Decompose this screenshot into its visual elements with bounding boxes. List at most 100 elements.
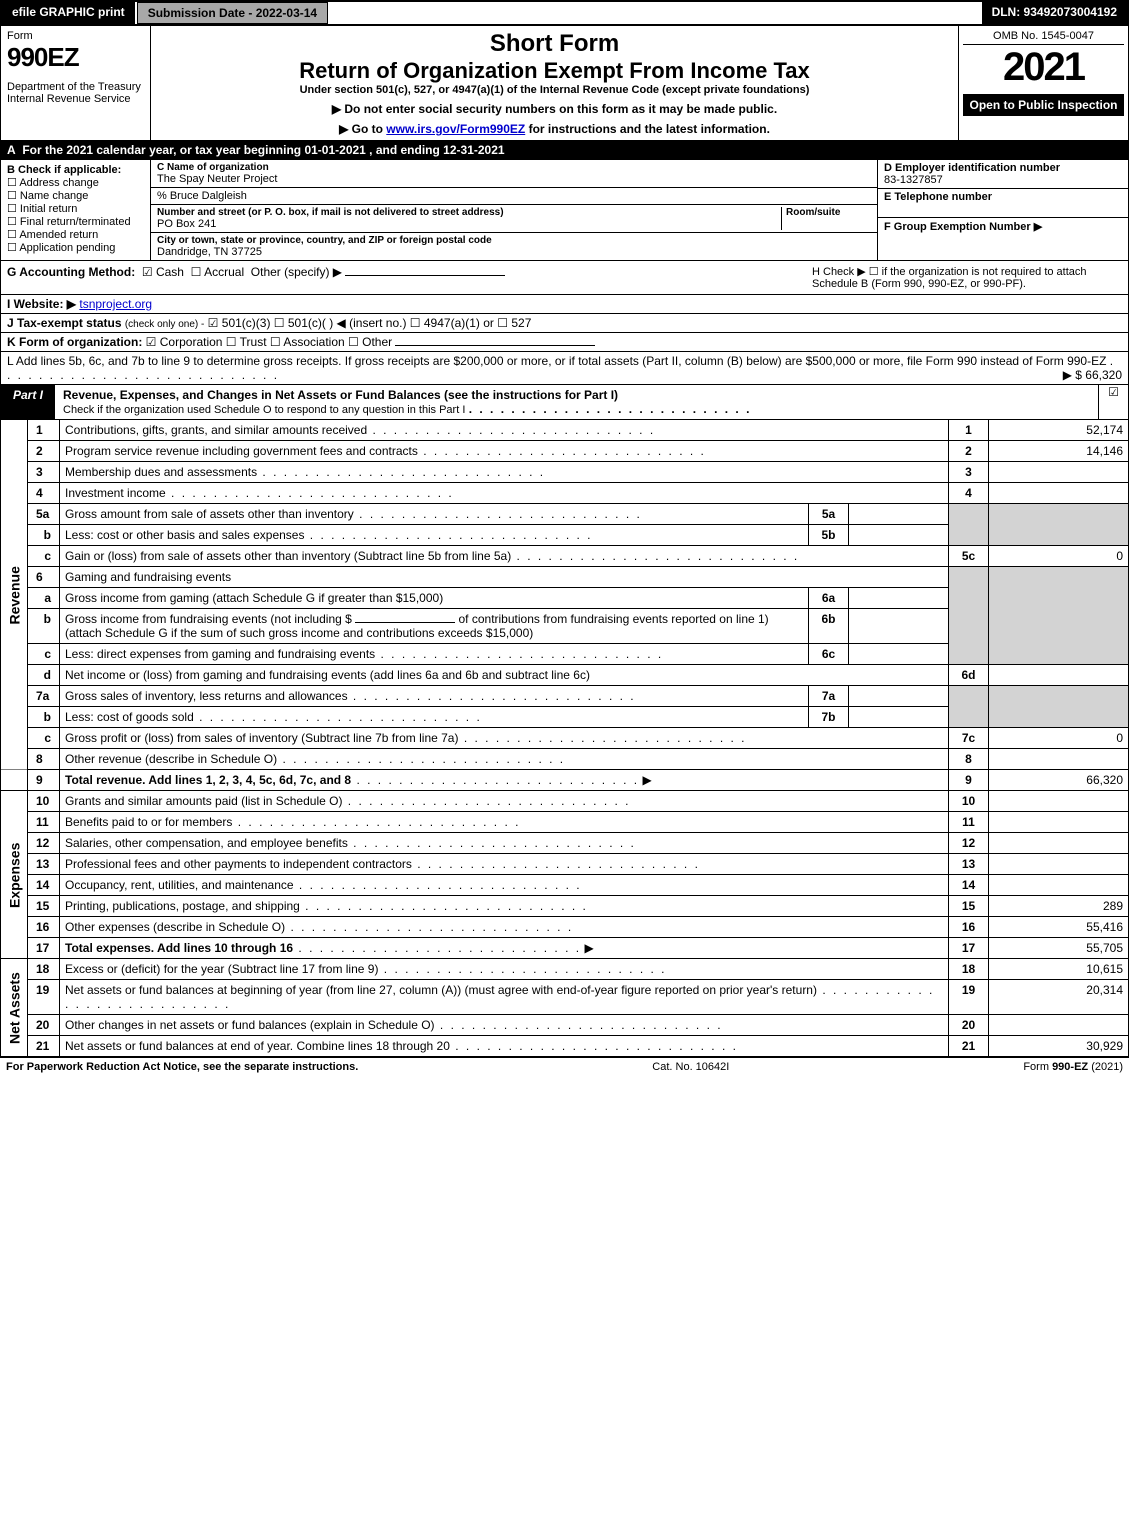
box-e: E Telephone number bbox=[878, 189, 1128, 218]
ssn-warning: ▶ Do not enter social security numbers o… bbox=[157, 102, 952, 116]
line-6-desc: Gaming and fundraising events bbox=[60, 567, 949, 588]
line-14-value bbox=[989, 875, 1129, 896]
line-14-rnum: 14 bbox=[949, 875, 989, 896]
dots bbox=[469, 402, 752, 416]
line-5b-inbox: 5b bbox=[809, 525, 849, 546]
shade bbox=[989, 504, 1129, 546]
chk-address-change[interactable]: Address change bbox=[7, 176, 144, 189]
dln-label: DLN: 93492073004192 bbox=[982, 2, 1127, 24]
part-1-header: Part I Revenue, Expenses, and Changes in… bbox=[0, 385, 1129, 420]
line-5b-inval bbox=[849, 525, 949, 546]
line-7a-num: 7a bbox=[28, 686, 60, 707]
efile-print-button[interactable]: efile GRAPHIC print bbox=[2, 2, 137, 24]
form-org-other-input[interactable] bbox=[395, 345, 595, 346]
line-7c-rnum: 7c bbox=[949, 728, 989, 749]
line-10-num: 10 bbox=[28, 791, 60, 812]
tax-year: 2021 bbox=[963, 45, 1124, 90]
line-7c-num: c bbox=[28, 728, 60, 749]
line-7c-desc: Gross profit or (loss) from sales of inv… bbox=[60, 728, 949, 749]
line-8-desc: Other revenue (describe in Schedule O) bbox=[60, 749, 949, 770]
chk-initial-return[interactable]: Initial return bbox=[7, 202, 144, 215]
line-7b-inval bbox=[849, 707, 949, 728]
line-11-desc: Benefits paid to or for members bbox=[60, 812, 949, 833]
line-14-num: 14 bbox=[28, 875, 60, 896]
line-15-rnum: 15 bbox=[949, 896, 989, 917]
line-5a-inval bbox=[849, 504, 949, 525]
box-i: I Website: ▶ tsnproject.org bbox=[0, 295, 1129, 314]
line-a-text: For the 2021 calendar year, or tax year … bbox=[22, 143, 504, 157]
part-1-tab: Part I bbox=[1, 385, 55, 419]
website-label: I Website: ▶ bbox=[7, 297, 76, 311]
org-name: The Spay Neuter Project bbox=[157, 173, 871, 185]
box-c: C Name of organization The Spay Neuter P… bbox=[151, 160, 878, 260]
shade bbox=[989, 686, 1129, 728]
website-link[interactable]: tsnproject.org bbox=[79, 297, 152, 311]
chk-final-return[interactable]: Final return/terminated bbox=[7, 215, 144, 228]
chk-application-pending[interactable]: Application pending bbox=[7, 241, 144, 254]
line-7c-value: 0 bbox=[989, 728, 1129, 749]
line-9-rnum: 9 bbox=[949, 770, 989, 791]
irs-label: Internal Revenue Service bbox=[7, 93, 144, 105]
line-14-desc: Occupancy, rent, utilities, and maintena… bbox=[60, 875, 949, 896]
line-18-desc: Excess or (deficit) for the year (Subtra… bbox=[60, 959, 949, 980]
form-header: Form 990EZ Department of the Treasury In… bbox=[0, 26, 1129, 141]
line-6a-inval bbox=[849, 588, 949, 609]
box-g-h: G Accounting Method: Cash Accrual Other … bbox=[0, 261, 1129, 295]
line-11-num: 11 bbox=[28, 812, 60, 833]
irs-link[interactable]: www.irs.gov/Form990EZ bbox=[386, 122, 525, 136]
box-j: J Tax-exempt status (check only one) - ☑… bbox=[0, 314, 1129, 333]
line-21-num: 21 bbox=[28, 1036, 60, 1057]
box-d: D Employer identification number 83-1327… bbox=[878, 160, 1128, 189]
other-specify-input[interactable] bbox=[345, 275, 505, 276]
box-l-amount: ▶ $ 66,320 bbox=[1063, 368, 1122, 382]
line-3-desc: Membership dues and assessments bbox=[60, 462, 949, 483]
shade bbox=[949, 567, 989, 665]
netassets-section-label: Net Assets bbox=[1, 959, 28, 1057]
line-15-desc: Printing, publications, postage, and shi… bbox=[60, 896, 949, 917]
line-9-desc: Total revenue. Add lines 1, 2, 3, 4, 5c,… bbox=[60, 770, 949, 791]
city: Dandridge, TN 37725 bbox=[157, 246, 871, 258]
line-6b-inbox: 6b bbox=[809, 609, 849, 644]
line-2-num: 2 bbox=[28, 441, 60, 462]
part-1-checkbox[interactable]: ☑ bbox=[1098, 385, 1128, 419]
dept-label: Department of the Treasury bbox=[7, 81, 144, 93]
tax-exempt-options[interactable]: ☑ 501(c)(3) ☐ 501(c)( ) ◀ (insert no.) ☐… bbox=[208, 316, 532, 330]
box-g: G Accounting Method: Cash Accrual Other … bbox=[7, 265, 505, 290]
ein-value: 83-1327857 bbox=[884, 174, 943, 186]
line-17-value: 55,705 bbox=[989, 938, 1129, 959]
box-f: F Group Exemption Number ▶ bbox=[878, 218, 1128, 235]
line-17-rnum: 17 bbox=[949, 938, 989, 959]
line-9-value: 66,320 bbox=[989, 770, 1129, 791]
box-k: K Form of organization: ☑ Corporation ☐ … bbox=[0, 333, 1129, 352]
form-org-options[interactable]: ☑ Corporation ☐ Trust ☐ Association ☐ Ot… bbox=[146, 335, 392, 349]
chk-amended-return[interactable]: Amended return bbox=[7, 228, 144, 241]
chk-name-change[interactable]: Name change bbox=[7, 189, 144, 202]
page-footer: For Paperwork Reduction Act Notice, see … bbox=[0, 1057, 1129, 1076]
line-5b-num: b bbox=[28, 525, 60, 546]
revenue-section-label: Revenue bbox=[1, 420, 28, 770]
line-6b-num: b bbox=[28, 609, 60, 644]
org-name-label: C Name of organization bbox=[157, 162, 871, 173]
part-1-sub: Check if the organization used Schedule … bbox=[63, 404, 465, 416]
line-7b-num: b bbox=[28, 707, 60, 728]
line-7a-inbox: 7a bbox=[809, 686, 849, 707]
line-4-num: 4 bbox=[28, 483, 60, 504]
lines-table: Revenue 1 Contributions, gifts, grants, … bbox=[0, 420, 1129, 1057]
line-21-desc: Net assets or fund balances at end of ye… bbox=[60, 1036, 949, 1057]
line-6b-amount-input[interactable] bbox=[355, 622, 455, 623]
expenses-section-label: Expenses bbox=[1, 791, 28, 959]
open-inspection: Open to Public Inspection bbox=[963, 94, 1124, 116]
chk-cash[interactable] bbox=[142, 265, 156, 279]
line-5a-num: 5a bbox=[28, 504, 60, 525]
topbar: efile GRAPHIC print Submission Date - 20… bbox=[0, 0, 1129, 26]
chk-accrual[interactable] bbox=[191, 265, 204, 279]
line-7b-desc: Less: cost of goods sold bbox=[60, 707, 809, 728]
line-15-num: 15 bbox=[28, 896, 60, 917]
line-2-rnum: 2 bbox=[949, 441, 989, 462]
form-ref: Form 990-EZ (2021) bbox=[1023, 1061, 1123, 1073]
line-6-num: 6 bbox=[28, 567, 60, 588]
box-b-header: B Check if applicable: bbox=[7, 164, 144, 176]
cat-no: Cat. No. 10642I bbox=[652, 1061, 729, 1073]
shade bbox=[989, 567, 1129, 665]
header-left: Form 990EZ Department of the Treasury In… bbox=[1, 26, 151, 140]
